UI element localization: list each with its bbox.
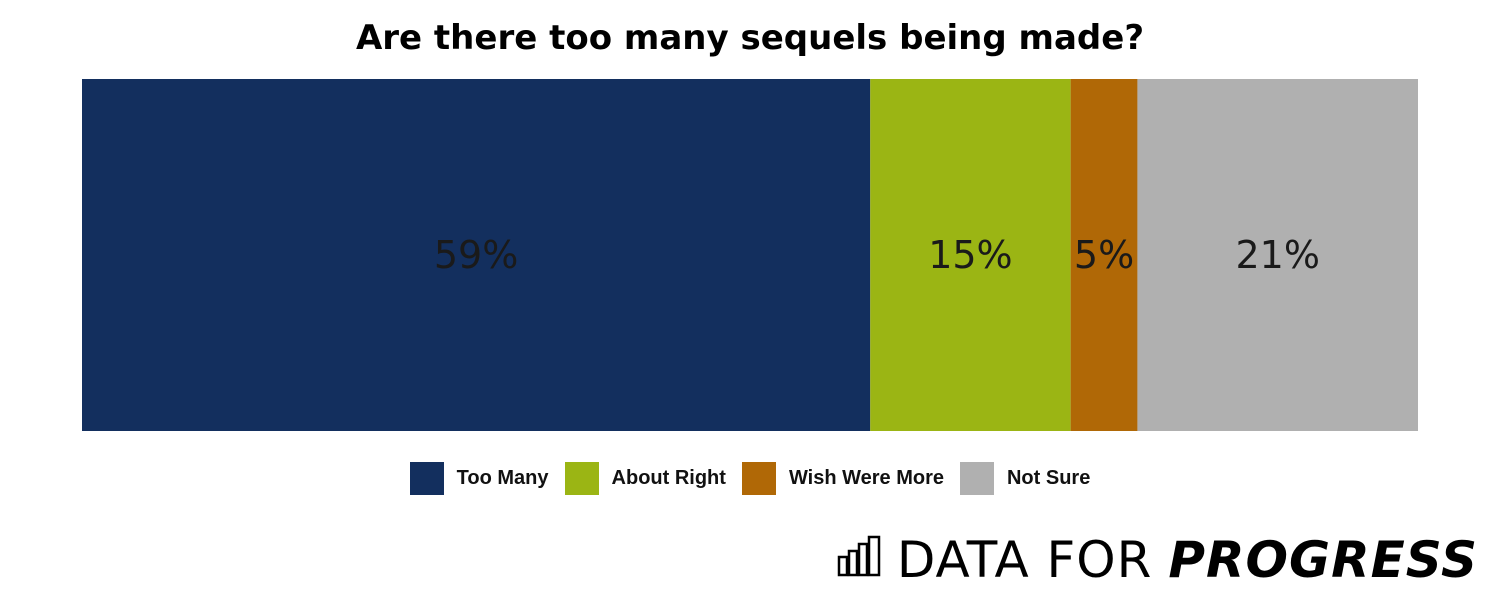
legend-swatch — [409, 462, 444, 495]
data-label-about-right: 15% — [928, 233, 1012, 277]
bar-segment-not-sure — [1137, 79, 1418, 431]
bar-segment-about-right — [870, 79, 1071, 431]
brand-logo: DATA FOR PROGRESS — [837, 531, 1478, 589]
bar-segment-wish-were-more — [1070, 79, 1138, 431]
legend-label: About Right — [611, 467, 726, 489]
legend-swatch — [959, 462, 994, 495]
legend-item: About Right — [564, 462, 726, 495]
chart-title: Are there too many sequels being made? — [355, 18, 1145, 58]
data-label-wish-were-more: 5% — [1074, 233, 1134, 277]
legend-label: Not Sure — [1006, 467, 1091, 489]
legend-item: Wish Were More — [741, 462, 944, 495]
bar-segment-too-many — [82, 79, 871, 431]
legend-swatch — [741, 462, 776, 495]
data-label-too-many: 59% — [434, 233, 518, 277]
legend-label: Wish Were More — [788, 467, 944, 489]
legend-item: Not Sure — [959, 462, 1091, 495]
legend-label: Too Many — [456, 467, 549, 489]
stacked-bar-chart: 59% 15% 5% 21% — [82, 79, 1418, 431]
data-label-not-sure: 21% — [1235, 233, 1319, 277]
legend-item: Too Many — [409, 462, 549, 495]
bar-chart-icon — [837, 531, 883, 589]
legend: Too Many About Right Wish Were More Not Sur… — [0, 462, 1500, 495]
brand-name-light: DATA FOR — [896, 531, 1153, 589]
legend-swatch — [564, 462, 599, 495]
brand-name-bold: PROGRESS — [1168, 531, 1478, 589]
